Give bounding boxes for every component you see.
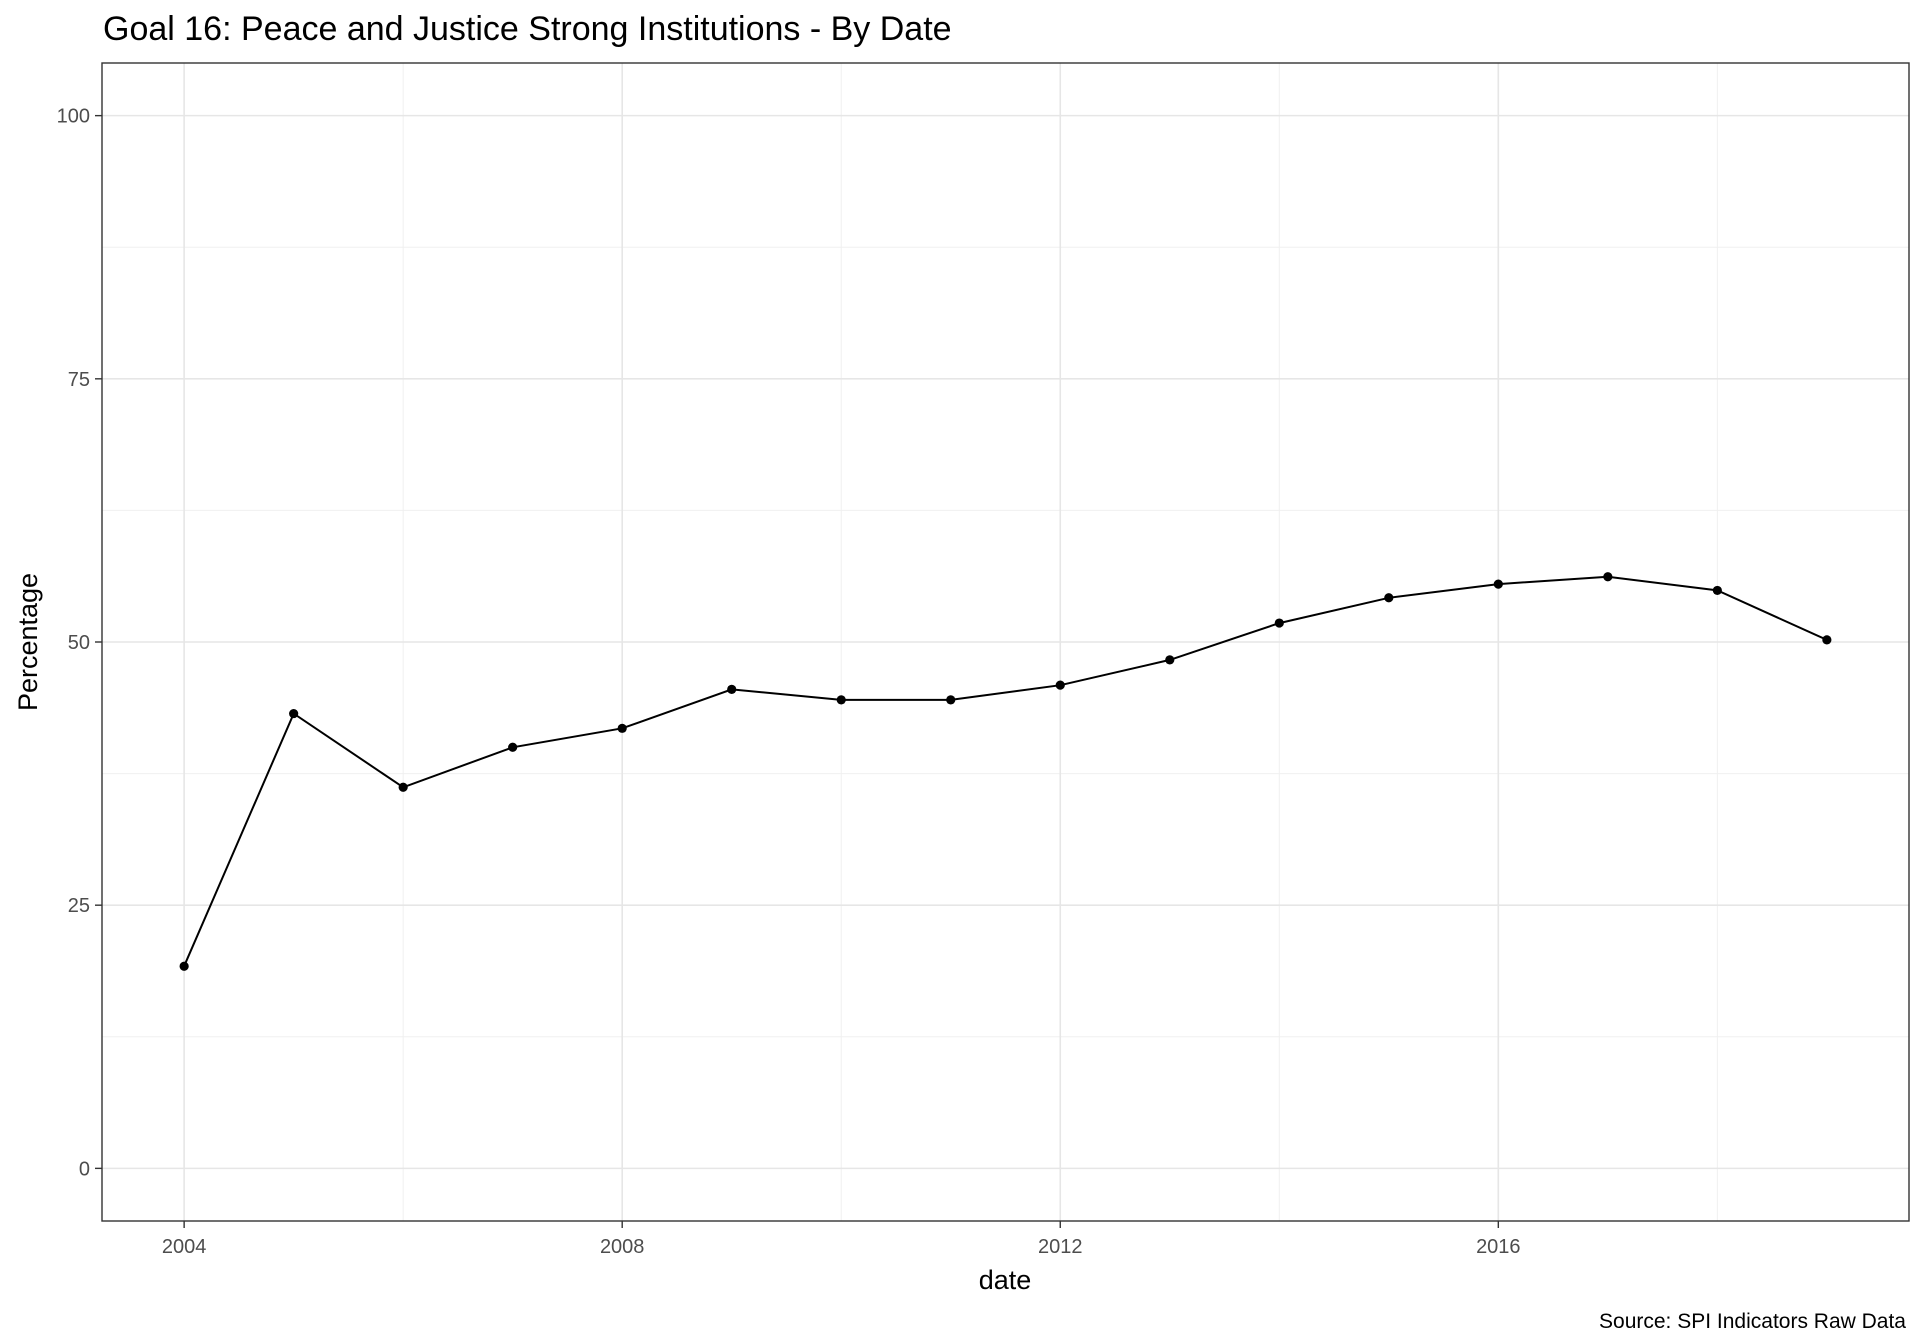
- y-tick-label: 0: [79, 1158, 90, 1180]
- data-point: [508, 742, 518, 752]
- y-axis: 0 25 50 75 100: [57, 106, 102, 1180]
- y-tick-label: 100: [57, 106, 90, 128]
- data-point: [1384, 593, 1394, 603]
- y-tick-label: 25: [68, 895, 90, 917]
- major-gridlines: [102, 63, 1909, 1221]
- data-point: [1603, 572, 1613, 582]
- data-point: [727, 684, 737, 694]
- data-point: [398, 782, 408, 792]
- data-point: [1822, 635, 1832, 645]
- data-point: [1055, 680, 1065, 690]
- data-point: [289, 708, 299, 719]
- data-point: [179, 961, 189, 971]
- y-tick-label: 75: [68, 369, 90, 391]
- data-point: [1493, 579, 1503, 589]
- source-caption: Source: SPI Indicators Raw Data: [1599, 1310, 1906, 1333]
- chart-title: Goal 16: Peace and Justice Strong Instit…: [103, 10, 952, 48]
- data-series: [179, 572, 1832, 971]
- data-point: [836, 695, 846, 705]
- data-point: [1274, 618, 1284, 628]
- data-point: [617, 723, 627, 733]
- x-tick-label: 2012: [1038, 1236, 1083, 1258]
- x-tick-label: 2008: [600, 1236, 645, 1258]
- data-point: [1165, 655, 1175, 665]
- x-tick-label: 2004: [162, 1236, 207, 1258]
- series-line: [183, 575, 1828, 967]
- data-point: [946, 695, 956, 705]
- y-axis-title: Percentage: [13, 573, 43, 711]
- x-axis: 2004 2008 2012 2016: [162, 1221, 1521, 1258]
- x-axis-title: date: [979, 1265, 1032, 1295]
- data-point: [1712, 585, 1722, 596]
- y-tick-label: 50: [68, 632, 90, 654]
- x-tick-label: 2016: [1476, 1236, 1521, 1258]
